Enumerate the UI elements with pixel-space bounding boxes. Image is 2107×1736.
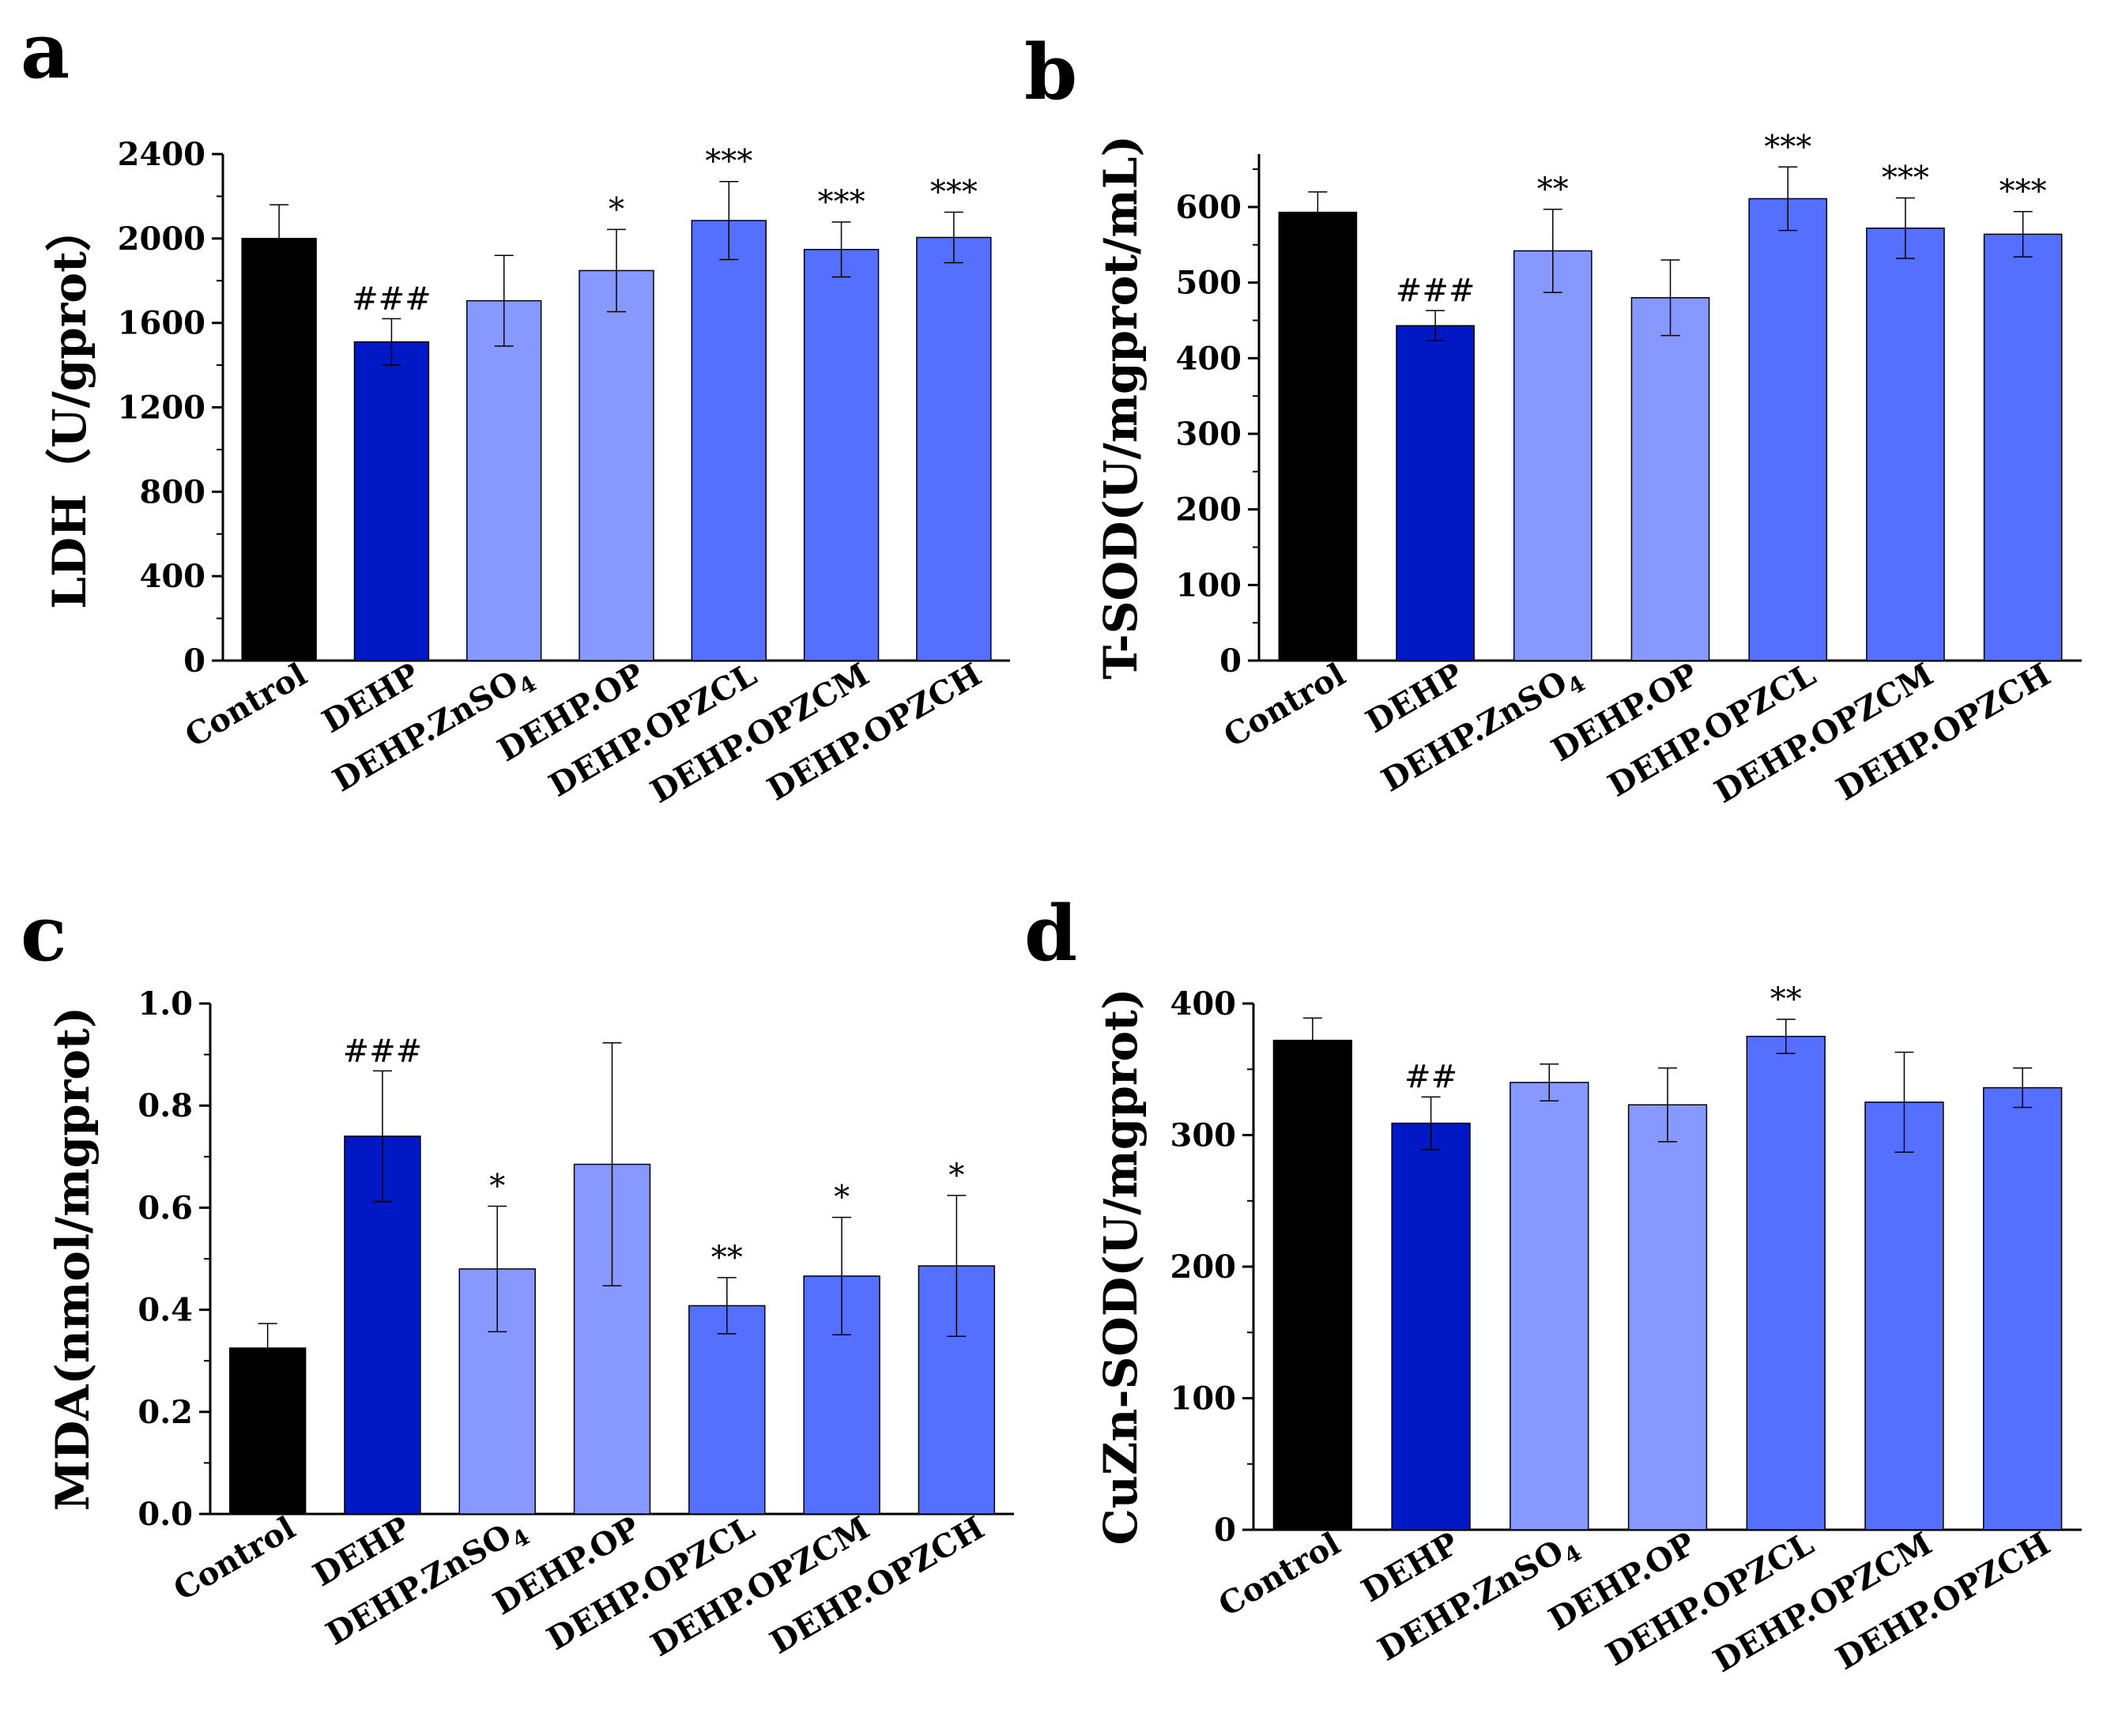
bar-DEHP.ZnSO4: [1513, 250, 1592, 661]
bar-Control: [228, 1347, 307, 1515]
bar-DEHP.OPZCM: [1864, 1101, 1944, 1531]
y-tick-label: 2000: [118, 220, 205, 258]
bar-Control: [241, 238, 317, 661]
significance-label: ###: [1396, 273, 1476, 309]
y-tick-label: 2400: [118, 136, 205, 173]
significance-label: ###: [352, 281, 432, 317]
bar-DEHP: [353, 341, 430, 661]
significance-label: *: [948, 1158, 964, 1194]
significance-label: ***: [818, 184, 865, 220]
bar-DEHP.OPZCH: [1983, 233, 2063, 661]
bar-DEHP.OPZCM: [803, 248, 880, 661]
panel-letter: a: [21, 6, 70, 96]
bar-DEHP.OPZCL: [691, 220, 767, 661]
bar-DEHP.OPZCH: [918, 1265, 996, 1515]
significance-label: **: [711, 1240, 743, 1276]
y-tick-label: 300: [1170, 1117, 1237, 1154]
bar-DEHP.OPZCL: [1748, 198, 1828, 661]
significance-label: ***: [2000, 174, 2047, 210]
significance-label: **: [1770, 981, 1802, 1018]
bar-DEHP.OPZCH: [1982, 1086, 2063, 1531]
bar-DEHP.OP: [573, 1163, 651, 1515]
y-tick-label: 500: [1176, 265, 1242, 302]
y-tick-label: 0.0: [138, 1496, 193, 1533]
bar-DEHP.ZnSO4: [1510, 1082, 1589, 1531]
y-tick-label: 0.8: [138, 1087, 193, 1124]
y-tick-label: 800: [140, 473, 206, 510]
y-tick-label: 400: [1176, 340, 1242, 377]
bar-DEHP: [1391, 1122, 1471, 1531]
y-tick-label: 300: [1176, 416, 1242, 453]
y-tick-label: 1.0: [138, 985, 193, 1022]
x-tick-label: DEHP.OPZCH: [1830, 656, 2057, 808]
y-axis-label: CuZn-SOD(U/mgprot): [1094, 989, 1148, 1546]
bar-DEHP.OP: [1630, 297, 1710, 661]
y-tick-label: 200: [1170, 1248, 1237, 1286]
y-axis-label: T-SOD(U/mgprot/mL): [1094, 135, 1148, 680]
x-tick-label: DEHP.OPZCH: [1830, 1525, 2056, 1678]
bar-DEHP.OP: [579, 269, 654, 661]
significance-label: *: [489, 1168, 505, 1204]
bar-DEHP: [1396, 325, 1475, 661]
bar-DEHP.OPZCM: [1866, 228, 1945, 661]
significance-label: ***: [1882, 160, 1929, 196]
panel-d: d0100200300400CuZn-SOD(U/mgprot)Control#…: [1024, 889, 2082, 1680]
significance-label: ##: [1404, 1059, 1457, 1095]
y-axis-label: LDH（U/gprot）: [43, 205, 96, 609]
y-tick-label: 400: [140, 558, 206, 595]
y-tick-label: 100: [1176, 567, 1242, 604]
y-tick-label: 0: [183, 642, 205, 680]
y-tick-label: 0: [1214, 1512, 1236, 1549]
significance-label: ###: [343, 1033, 423, 1069]
y-tick-label: 100: [1170, 1380, 1237, 1418]
panel-letter: b: [1024, 28, 1077, 117]
y-tick-label: 1600: [118, 305, 205, 342]
y-tick-label: 0.2: [138, 1394, 193, 1431]
bar-Control: [1272, 1039, 1353, 1531]
bar-DEHP.OPZCH: [916, 236, 992, 661]
y-axis-label: MDA(nmol/mgprot): [46, 1007, 100, 1511]
y-tick-label: 600: [1176, 189, 1242, 226]
bar-DEHP.OPZCL: [1746, 1035, 1826, 1531]
panel-c: c0.00.20.40.60.81.0MDA(nmol/mgprot)Contr…: [21, 889, 1014, 1664]
significance-label: ***: [1764, 129, 1811, 165]
bar-Control: [1278, 211, 1358, 661]
significance-label: **: [1537, 171, 1569, 208]
y-tick-label: 0.6: [138, 1189, 193, 1226]
significance-label: ***: [705, 144, 752, 180]
y-tick-label: 0.4: [138, 1292, 193, 1329]
panel-letter: d: [1024, 889, 1077, 978]
bar-DEHP.OPZCL: [688, 1305, 766, 1515]
bar-DEHP.ZnSO4: [466, 299, 542, 661]
bar-DEHP.OP: [1627, 1104, 1708, 1531]
panel-a: a04008001200160020002400LDH（U/gprot）Cont…: [21, 6, 1010, 811]
significance-label: *: [609, 191, 624, 228]
y-tick-label: 200: [1176, 491, 1242, 529]
y-tick-label: 0: [1219, 642, 1242, 680]
significance-label: ***: [930, 174, 978, 210]
y-tick-label: 1200: [118, 390, 205, 427]
y-tick-label: 400: [1170, 985, 1237, 1022]
panel-letter: c: [21, 889, 66, 978]
significance-label: *: [834, 1180, 850, 1216]
panel-b: b0100200300400500600T-SOD(U/mgprot/mL)Co…: [1024, 28, 2082, 811]
